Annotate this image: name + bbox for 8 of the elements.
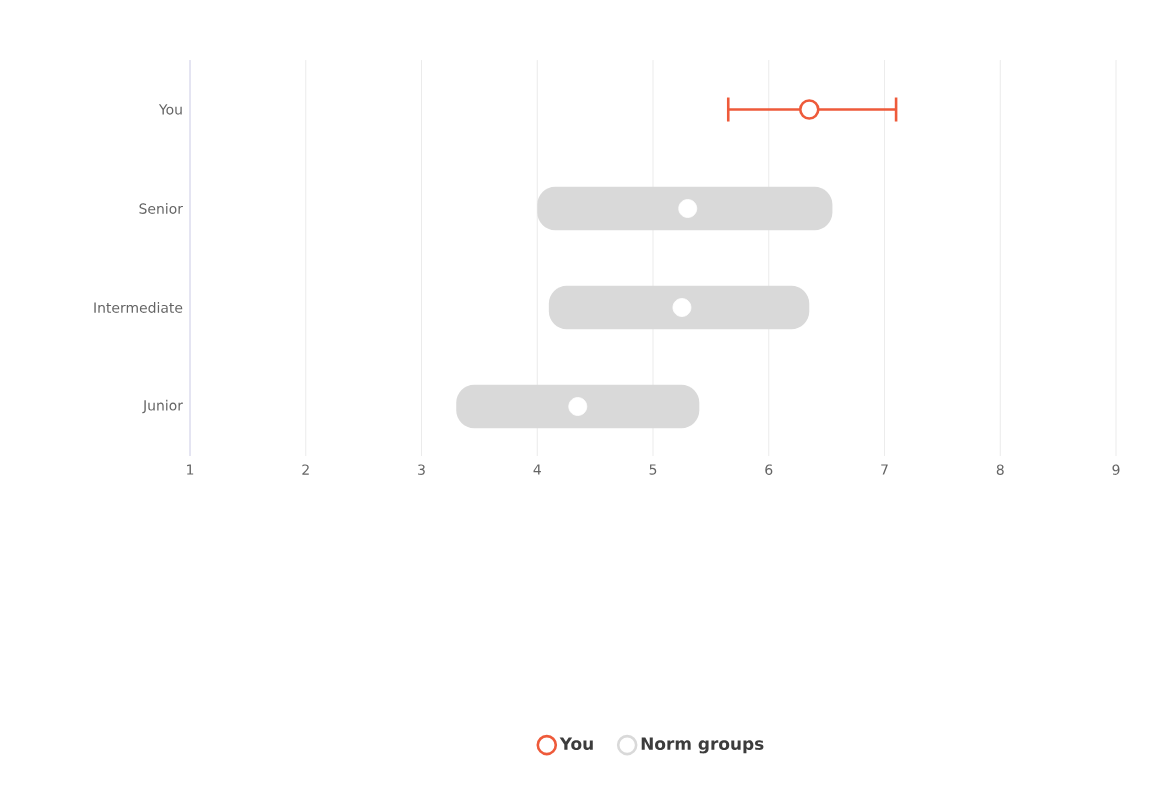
- legend-label: Norm groups: [641, 737, 764, 754]
- point: [568, 397, 588, 416]
- point: [798, 99, 820, 120]
- bar: [548, 285, 810, 330]
- legend-label: You: [559, 737, 593, 751]
- point: [672, 298, 692, 317]
- point: [678, 199, 698, 218]
- bar: [537, 186, 833, 231]
